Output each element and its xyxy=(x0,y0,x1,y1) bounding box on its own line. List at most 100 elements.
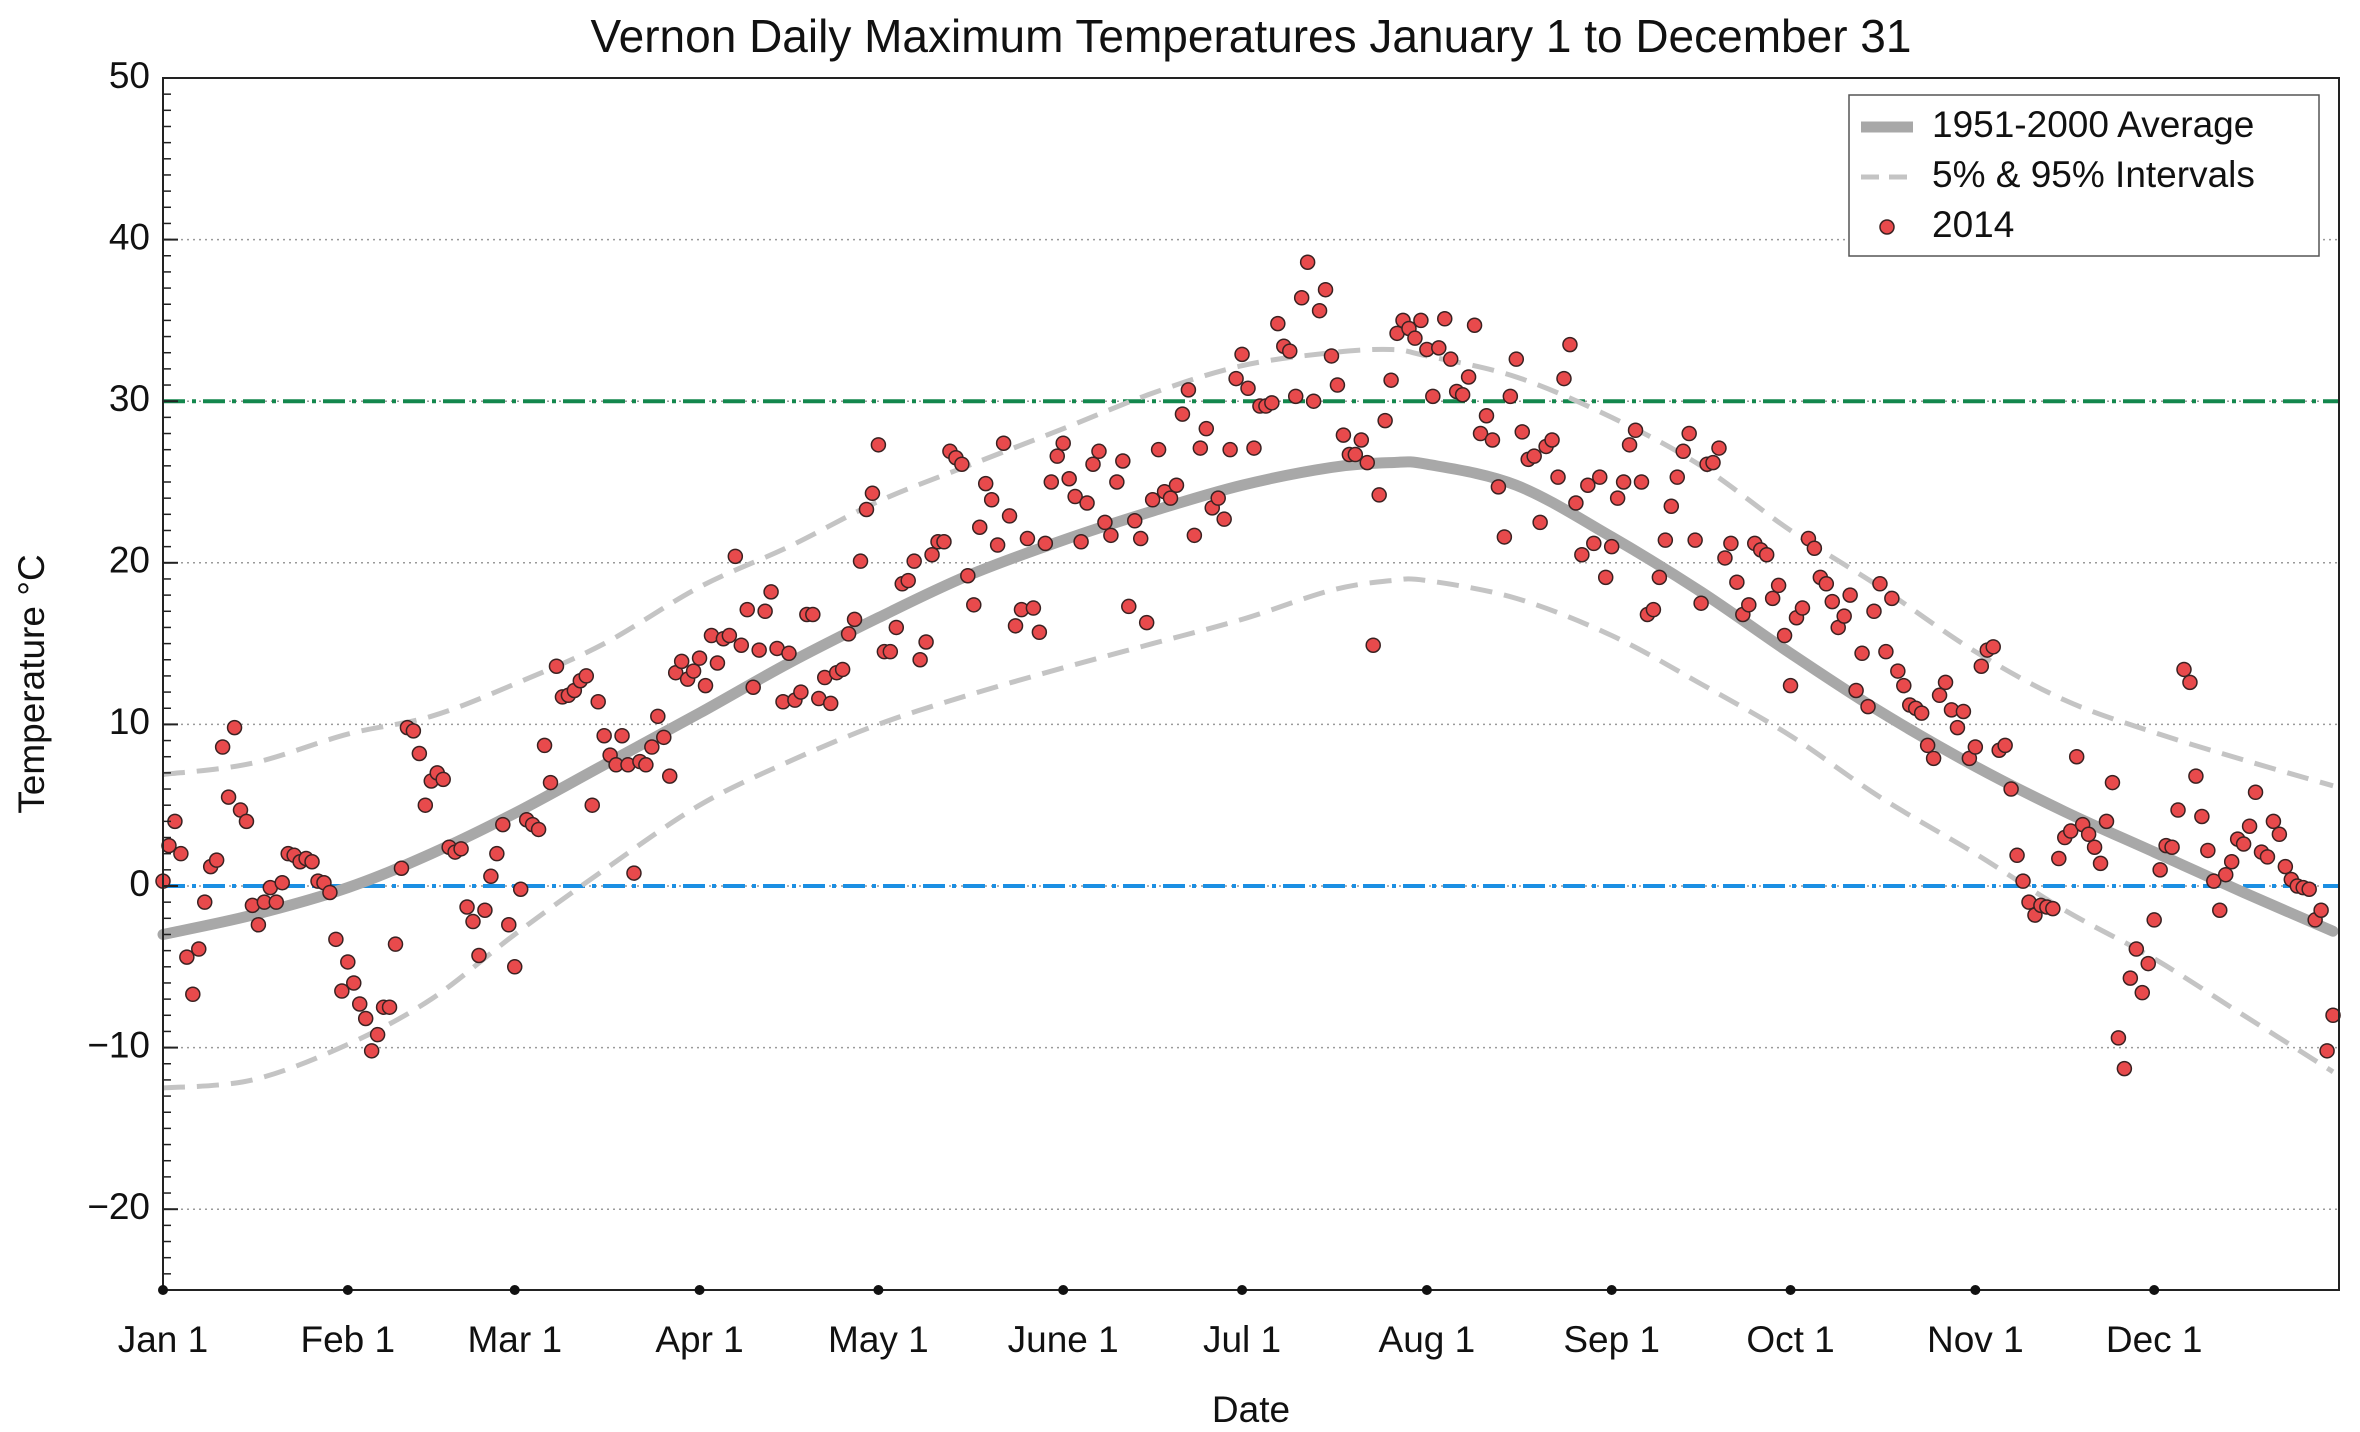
data-point xyxy=(459,899,475,915)
data-point xyxy=(1293,290,1310,306)
legend-box xyxy=(1848,94,2320,257)
data-point xyxy=(2265,813,2282,830)
data-point xyxy=(536,737,553,754)
data-point xyxy=(936,534,952,550)
data-point xyxy=(1502,388,1519,405)
x-axis-label: Date xyxy=(1212,1389,1290,1430)
data-point xyxy=(2206,873,2222,889)
data-point xyxy=(1061,471,1077,487)
data-point xyxy=(1878,643,1894,660)
data-point xyxy=(1997,737,2013,754)
data-point xyxy=(590,694,606,710)
plot-area xyxy=(155,238,2341,1210)
x-tick-label: Sep 1 xyxy=(1563,1319,1660,1360)
x-tick-label: Apr 1 xyxy=(655,1319,743,1360)
data-point xyxy=(161,837,177,854)
data-point xyxy=(2140,955,2156,972)
data-point xyxy=(1556,370,1572,387)
data-point xyxy=(1162,490,1179,506)
data-point xyxy=(1198,420,1215,437)
data-point xyxy=(1842,587,1858,603)
data-point xyxy=(369,1026,386,1043)
data-point xyxy=(501,917,517,933)
data-point xyxy=(1126,513,1143,529)
data-point xyxy=(1037,535,1054,552)
data-point xyxy=(1484,432,1501,448)
data-point xyxy=(834,661,851,678)
y-axis-label: Temperature °C xyxy=(11,554,52,814)
data-point xyxy=(1174,406,1191,422)
data-point xyxy=(351,996,368,1012)
data-point xyxy=(2235,836,2252,852)
data-point xyxy=(1496,529,1513,545)
x-tick xyxy=(1058,1285,1069,1295)
data-point xyxy=(1866,603,1882,620)
data-point xyxy=(1097,514,1113,531)
data-point xyxy=(477,902,493,918)
data-point xyxy=(274,875,290,891)
data-point xyxy=(578,668,595,684)
data-point xyxy=(900,572,916,589)
data-point xyxy=(1663,498,1680,514)
data-point xyxy=(1550,469,1566,485)
data-point xyxy=(2259,849,2276,865)
data-point xyxy=(2319,1043,2335,1059)
data-point xyxy=(1580,477,1596,493)
data-point xyxy=(173,845,189,862)
data-point xyxy=(995,435,1012,451)
data-point xyxy=(1347,446,1364,463)
data-point xyxy=(1210,490,1226,506)
data-point xyxy=(250,917,267,933)
data-point xyxy=(1925,750,1942,767)
data-point xyxy=(2182,674,2198,691)
data-point xyxy=(739,601,755,618)
data-point xyxy=(989,537,1006,553)
data-point xyxy=(2068,748,2085,765)
data-point xyxy=(709,655,726,671)
data-point xyxy=(1001,508,1018,524)
data-point xyxy=(2116,1060,2133,1077)
data-point xyxy=(638,757,654,773)
data-point xyxy=(1246,440,1262,456)
data-point xyxy=(1675,443,1691,460)
x-tick xyxy=(1421,1285,1432,1295)
data-point xyxy=(2128,941,2145,957)
legend: 1951-2000 Average 5% & 95% Intervals 2014 xyxy=(1848,94,2320,257)
data-point xyxy=(548,658,565,674)
legend-swatch xyxy=(1879,219,1895,235)
data-point xyxy=(268,894,285,910)
legend-label: 2014 xyxy=(1932,204,2014,245)
x-tick xyxy=(873,1285,884,1295)
x-tick-label: June 1 xyxy=(1008,1319,1119,1360)
data-point xyxy=(656,729,672,746)
data-point xyxy=(1085,456,1101,472)
data-point xyxy=(1681,425,1697,442)
data-point xyxy=(644,739,660,755)
data-point xyxy=(966,597,982,613)
data-point xyxy=(661,768,678,784)
data-point xyxy=(733,637,750,653)
data-point xyxy=(846,611,863,628)
data-point xyxy=(1824,593,1841,610)
data-point xyxy=(1109,474,1125,490)
data-point xyxy=(954,456,970,472)
data-point xyxy=(1031,624,1048,641)
data-point xyxy=(1317,281,1334,298)
y-tick-label: 10 xyxy=(109,701,150,742)
x-tick xyxy=(342,1285,353,1295)
data-point xyxy=(179,949,195,965)
data-point xyxy=(1180,382,1197,398)
data-point xyxy=(1687,532,1703,548)
data-point xyxy=(1568,495,1584,511)
data-point xyxy=(1544,432,1560,448)
x-tick xyxy=(1237,1285,1248,1295)
data-point xyxy=(1055,435,1071,451)
x-tick xyxy=(509,1285,520,1295)
data-point xyxy=(1240,380,1256,397)
data-point xyxy=(1168,477,1185,493)
data-point xyxy=(2134,984,2151,1001)
data-point xyxy=(1508,351,1525,367)
data-point xyxy=(960,567,976,584)
data-point xyxy=(1723,535,1739,552)
data-point xyxy=(2170,802,2186,818)
